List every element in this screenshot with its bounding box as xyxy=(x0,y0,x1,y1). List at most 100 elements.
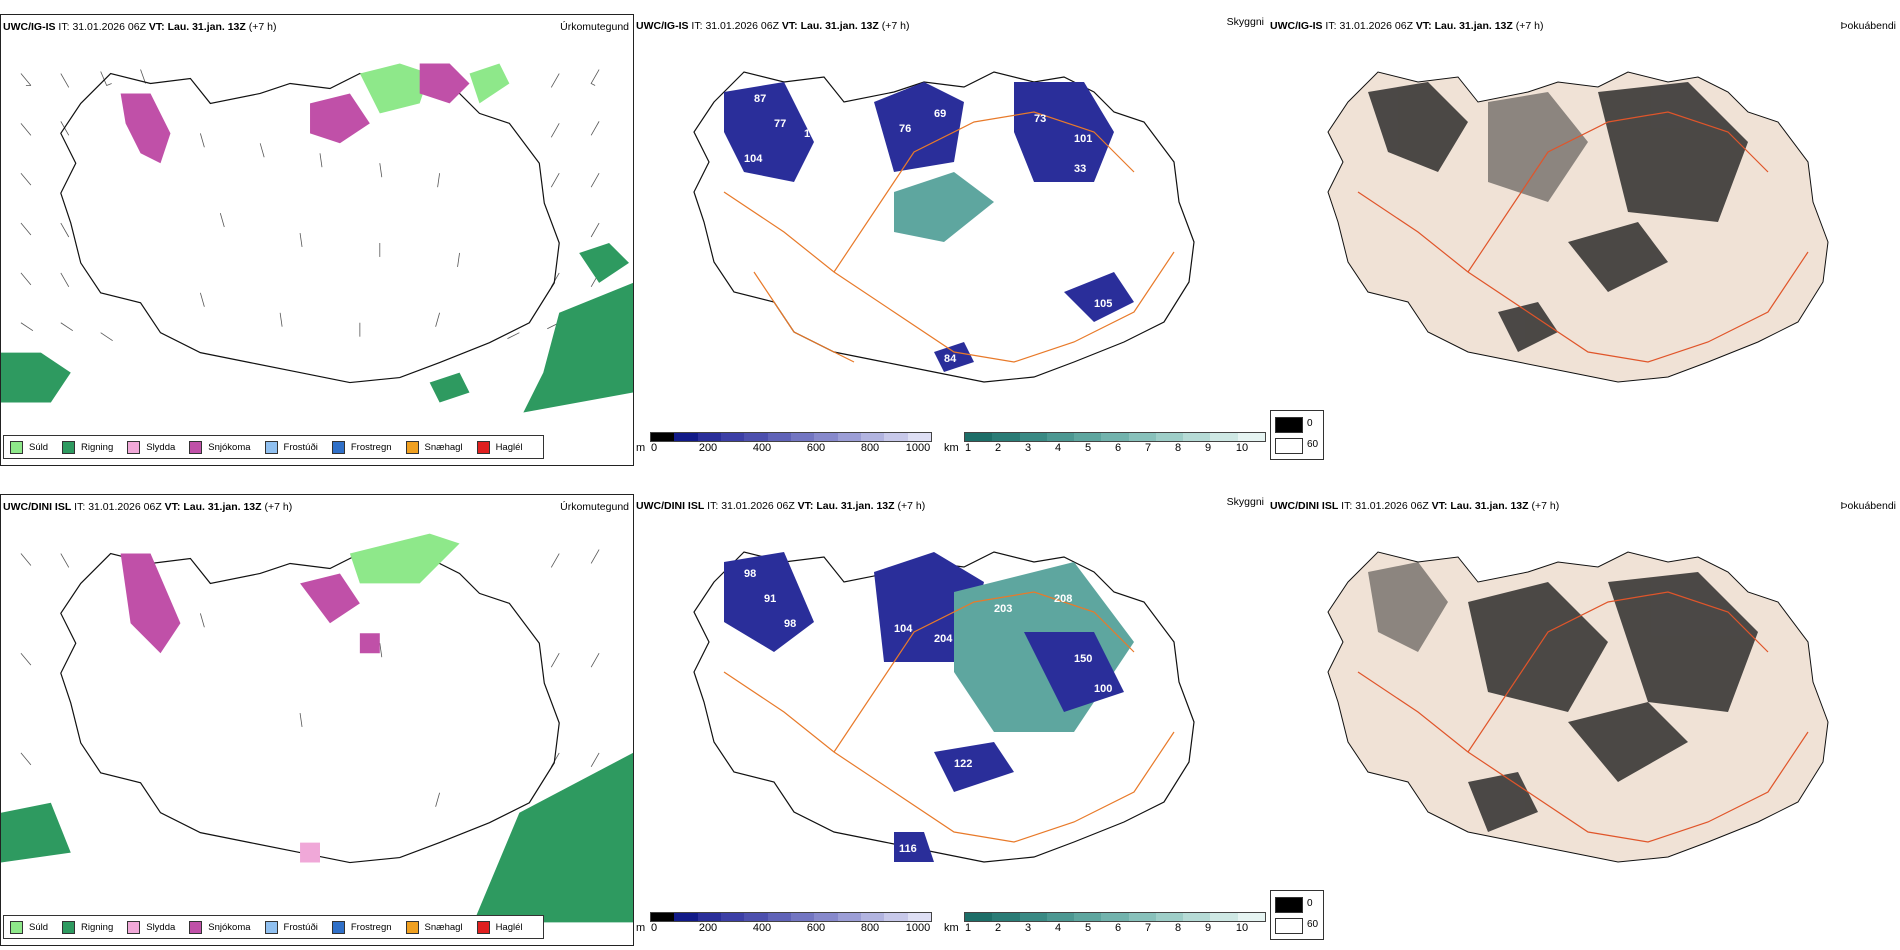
legend-swatch xyxy=(10,920,23,934)
cloud-value: 204 xyxy=(934,633,953,645)
legend-tick: 2 xyxy=(994,442,1002,454)
legend-unit: m xyxy=(636,922,646,934)
legend-swatch xyxy=(264,440,278,454)
fog-legend: 0 60 xyxy=(1270,890,1324,940)
legend-tick: 400 xyxy=(752,922,772,934)
precip-type-legend: Súld Rigning Slydda Snjókoma Frostúði Fr… xyxy=(3,915,544,939)
legend-tick: 200 xyxy=(698,922,718,934)
legend-tick: 400 xyxy=(752,442,772,454)
cloud-value: 105 xyxy=(1094,298,1112,310)
panel-title: Úrkomutegund xyxy=(560,21,629,33)
legend-swatch xyxy=(476,440,490,454)
road-network xyxy=(1357,591,1809,843)
legend-tick: 4 xyxy=(1054,442,1062,454)
legend-tick: 800 xyxy=(860,922,880,934)
cloud-value-labels: 87 77 106 104 76 69 73 101 33 105 84 xyxy=(744,93,1112,365)
cloud-value: 208 xyxy=(1054,593,1072,605)
fog-legend: 0 60 xyxy=(1270,410,1324,460)
legend-tick: 0 xyxy=(650,922,658,934)
cloud-value: 76 xyxy=(899,123,911,135)
legend-tick: 800 xyxy=(860,442,880,454)
legend-tick: 10 xyxy=(1235,922,1249,934)
cloud-value-labels: 98 91 98 104 204 203 208 150 100 122 116 xyxy=(744,568,1112,855)
precip-type-map xyxy=(1,533,633,923)
legend-swatch xyxy=(1275,438,1303,454)
cloud-map: 98 91 98 104 204 203 208 150 100 122 116 xyxy=(693,551,1195,863)
panel-title: Skyggni xyxy=(1226,496,1264,508)
visibility-legend: km 1 2 3 4 5 6 7 8 9 10 xyxy=(944,432,1266,458)
legend-tick: 6 xyxy=(1114,922,1122,934)
cloud-value: 116 xyxy=(899,843,917,855)
cloud-value: 73 xyxy=(1034,113,1046,125)
legend-swatch xyxy=(62,440,76,454)
cloud-value: 203 xyxy=(994,603,1012,615)
cloud-value: 150 xyxy=(1074,653,1092,665)
legend-tick: 9 xyxy=(1204,442,1212,454)
cloud-panel-top: UWC/IG-IS IT: 31.01.2026 06Z VT: Lau. 31… xyxy=(634,14,1268,466)
legend-tick: 8 xyxy=(1174,922,1182,934)
legend-swatch xyxy=(264,920,278,934)
cloud-value: 98 xyxy=(784,618,796,630)
legend-tick: 200 xyxy=(698,442,718,454)
panel-header: UWC/IG-IS IT: 31.01.2026 06Z VT: Lau. 31… xyxy=(636,20,910,32)
panel-title: Þokuábendi xyxy=(1840,500,1896,512)
precip-type-panel-bottom: UWC/DINI ISL IT: 31.01.2026 06Z VT: Lau.… xyxy=(0,494,634,946)
cloud-panel-bottom: UWC/DINI ISL IT: 31.01.2026 06Z VT: Lau.… xyxy=(634,494,1268,946)
legend-tick: 1 xyxy=(964,442,972,454)
panel-title: Skyggni xyxy=(1226,16,1264,28)
legend-tick: 8 xyxy=(1174,442,1182,454)
legend-tick: 600 xyxy=(806,442,826,454)
cloud-value: 100 xyxy=(1094,683,1112,695)
legend-label: 60 xyxy=(1307,439,1319,450)
visibility-legend: km 1 2 3 4 5 6 7 8 9 10 xyxy=(944,912,1266,938)
legend-tick: 7 xyxy=(1144,922,1152,934)
legend-tick: 7 xyxy=(1144,442,1152,454)
legend-tick: 2 xyxy=(994,922,1002,934)
legend-tick: 6 xyxy=(1114,442,1122,454)
legend-label: 0 xyxy=(1307,898,1313,909)
cloud-value: 84 xyxy=(944,353,957,365)
legend-swatch xyxy=(476,920,490,934)
cloud-value: 77 xyxy=(774,118,786,130)
legend-swatch xyxy=(405,440,419,454)
cloud-value: 33 xyxy=(1074,163,1086,175)
cloud-areas xyxy=(724,552,1134,862)
cloud-base-legend: m 0 200 400 600 800 1000 xyxy=(636,912,936,938)
precip-areas xyxy=(1,63,633,413)
legend-swatch xyxy=(405,920,419,934)
cloud-value: 91 xyxy=(764,593,776,605)
wind-barbs xyxy=(20,69,600,342)
legend-swatch xyxy=(1275,897,1303,913)
cloud-value: 87 xyxy=(754,93,766,105)
iceland-coastline xyxy=(60,552,560,864)
legend-tick: 5 xyxy=(1084,922,1092,934)
legend-tick: 3 xyxy=(1024,922,1032,934)
legend-tick: 1000 xyxy=(905,922,931,934)
legend-tick: 9 xyxy=(1204,922,1212,934)
precip-areas xyxy=(1,533,633,923)
cloud-areas xyxy=(724,82,1134,372)
legend-unit: m xyxy=(636,442,646,454)
legend-swatch xyxy=(1275,918,1303,934)
cloud-value: 106 xyxy=(804,128,822,140)
cloud-value: 98 xyxy=(744,568,756,580)
legend-swatch xyxy=(10,440,23,454)
road-network xyxy=(723,111,1175,363)
legend-swatch xyxy=(62,920,76,934)
cloud-map: 87 77 106 104 76 69 73 101 33 105 84 xyxy=(693,71,1195,383)
cloud-value: 122 xyxy=(954,758,972,770)
precip-type-panel-top: UWC/IG-IS IT: 31.01.2026 06Z VT: Lau. 31… xyxy=(0,14,634,466)
panel-header: UWC/DINI ISL IT: 31.01.2026 06Z VT: Lau.… xyxy=(3,501,293,513)
legend-tick: 600 xyxy=(806,922,826,934)
fog-panel-bottom: UWC/DINI ISL IT: 31.01.2026 06Z VT: Lau.… xyxy=(1268,494,1900,946)
wind-barbs xyxy=(20,549,600,807)
legend-swatch xyxy=(189,440,203,454)
precip-type-legend: Súld Rigning Slydda Snjókoma Frostúði Fr… xyxy=(3,435,544,459)
legend-swatch xyxy=(127,920,141,934)
legend-unit: km xyxy=(944,922,959,934)
cloud-value: 104 xyxy=(744,153,763,165)
fog-map xyxy=(1327,551,1829,863)
fog-map xyxy=(1327,71,1829,383)
cloud-value: 69 xyxy=(934,108,946,120)
legend-swatch xyxy=(331,920,345,934)
